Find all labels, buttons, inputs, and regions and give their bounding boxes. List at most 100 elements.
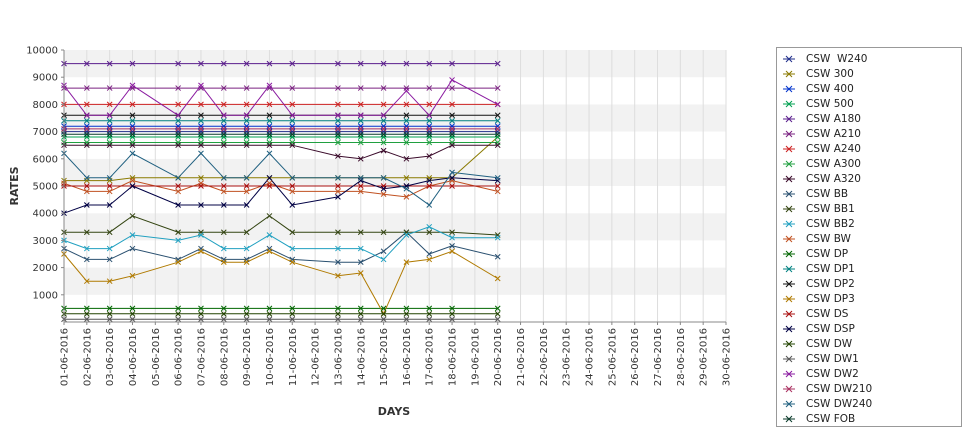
x-tick-label: 22-06-2016 [539,328,550,386]
legend-item: CSW BB1 [783,201,855,216]
data-point [289,316,296,323]
data-point [198,232,204,238]
legend-item: CSW A300 [783,156,861,171]
data-point [83,305,90,312]
data-point [175,101,181,108]
data-point [335,131,341,138]
y-tick-label: 9000 [33,73,58,84]
legend-label: CSW 400 [806,82,854,95]
data-point [198,126,204,132]
data-point [175,85,181,91]
data-point [266,131,273,138]
data-point [83,310,90,317]
x-tick-label: 23-06-2016 [562,328,573,386]
data-point [380,248,387,255]
x-tick-label: 13-06-2016 [333,328,344,386]
data-point [83,278,90,285]
x-tick-label: 16-06-2016 [402,328,413,386]
grid-band [64,158,726,186]
data-point [220,202,227,208]
data-point [175,174,181,181]
data-point [266,183,273,189]
data-point [266,126,273,132]
data-point [289,188,296,195]
grid-band [64,240,726,268]
y-tick-labels: 1000 2000 3000 4000 5000 6000 7000 8000 9000 1000… [26,46,64,301]
data-point [220,229,227,236]
data-point [289,229,296,236]
data-point [289,259,296,266]
grid-band [64,104,726,132]
data-point [335,229,341,236]
data-point [380,117,387,124]
data-point [106,142,113,149]
data-point [449,117,455,124]
data-point [289,112,296,119]
data-point [220,188,227,195]
data-point [335,126,341,132]
x-tick-label: 08-06-2016 [219,328,230,386]
data-point [335,60,341,67]
data-point [175,183,181,189]
x-tick-label: 30-06-2016 [722,328,733,386]
data-point [243,316,250,323]
y-tick-label: 3000 [33,236,58,247]
legend-item: CSW DW240 [783,396,872,411]
data-point [243,174,250,181]
data-point [220,174,227,181]
data-point [129,60,136,67]
data-point [106,278,113,285]
data-point [175,112,181,119]
legend-marker-icon [783,173,795,185]
data-point [403,112,410,119]
series-markers [61,60,501,323]
y-tick-label: 8000 [33,100,58,111]
x-tick-label: 29-06-2016 [699,328,710,386]
data-point [449,305,455,312]
data-point [129,126,136,132]
data-point [83,174,90,181]
data-point [175,60,181,67]
data-point [403,194,410,200]
data-point [494,101,501,108]
legend-item: CSW DSP [783,321,855,336]
data-point [426,153,433,159]
x-tick-label: 01-06-2016 [60,328,71,386]
legend-label: CSW BB2 [806,217,855,230]
grid-band [64,213,726,241]
data-point [449,131,455,138]
legend-item: CSW DW2 [783,366,859,381]
legend-label: CSW DW210 [806,382,873,395]
y-axis-label: RATES [8,166,21,205]
data-point [129,213,136,219]
data-point [129,183,136,189]
data-point [266,316,273,323]
x-tick-label: 12-06-2016 [311,328,322,386]
legend-label: CSW BB [806,187,849,200]
data-point [106,316,113,323]
legend-marker-icon [783,293,795,305]
legend-marker-icon [783,113,795,125]
data-point [243,85,250,91]
data-point [106,245,113,252]
data-point [449,112,455,119]
data-point [198,310,204,317]
data-point [106,310,113,317]
data-point [426,85,433,91]
legend-marker-icon [783,143,795,155]
data-point [83,126,90,132]
data-point [266,213,273,219]
legend-marker-icon [783,353,795,365]
data-point [129,305,136,312]
legend-label: CSW DSP [806,322,855,335]
data-point [83,85,90,91]
data-point [220,101,227,108]
data-point [335,194,341,200]
data-point [335,305,341,312]
data-point [266,174,273,181]
x-tick-label: 09-06-2016 [242,328,253,386]
legend-label: CSW 300 [806,67,854,80]
legend-label: CSW DW1 [806,352,859,365]
data-point [449,229,455,236]
data-point [198,82,204,89]
